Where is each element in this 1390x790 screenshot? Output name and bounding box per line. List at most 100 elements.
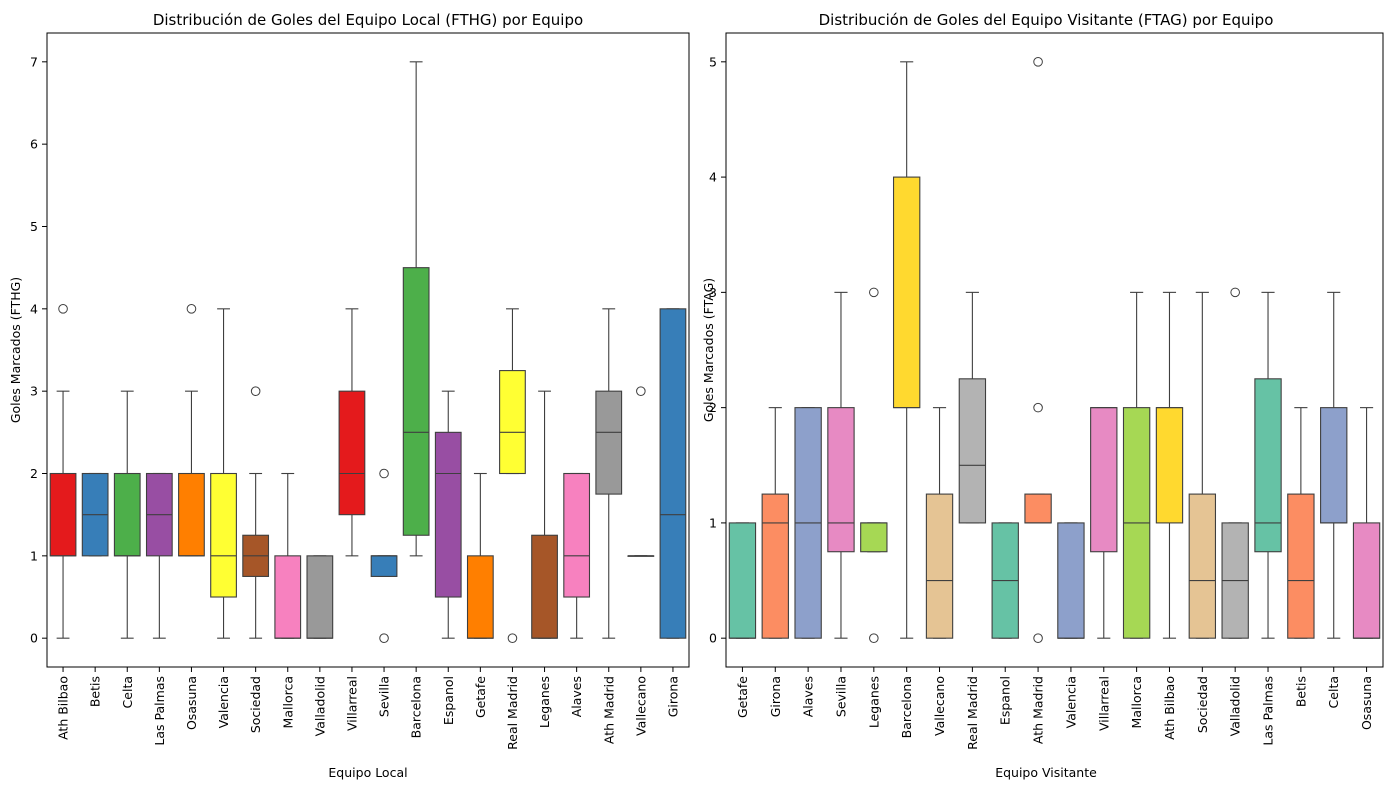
away-goals-plot-area: 0 1 2 3 4 5 Getafe Girona Alaves Sevilla Leganes Ba… [709, 32, 1384, 750]
home-box-18 [595, 308, 623, 639]
iqr-box [210, 472, 237, 598]
away-y-tick-label: 3 [709, 285, 717, 300]
home-x-tick-label: Alaves [569, 676, 584, 717]
away-box-4 [827, 291, 855, 639]
outlier-point [379, 468, 389, 479]
iqr-box [1254, 378, 1282, 553]
away-x-tick-label: Mallorca [1129, 676, 1144, 728]
home-x-tick-label: Vallecano [633, 676, 648, 736]
home-y-tick-label: 3 [30, 384, 38, 399]
away-x-tick-label: Leganes [866, 676, 881, 728]
away-box-7 [925, 407, 954, 639]
home-box-13 [434, 390, 462, 639]
home-x-tick-label: Real Madrid [505, 676, 520, 750]
away-box-11 [1057, 522, 1085, 639]
home-box-15 [499, 308, 526, 643]
home-x-tick-label: Ath Bilbao [56, 676, 71, 740]
away-x-tick-label: Villarreal [1096, 676, 1111, 731]
iqr-box [1090, 407, 1118, 553]
home-x-tick-label: Villarreal [344, 676, 359, 731]
iqr-box [595, 390, 623, 495]
home-box-10 [338, 308, 366, 557]
home-x-tick-label: Sociedad [248, 676, 263, 733]
iqr-box [370, 555, 398, 577]
iqr-box [1352, 522, 1381, 639]
home-x-tick-label: Valladolid [312, 676, 327, 736]
away-axes-frame [725, 32, 1384, 668]
away-box-9 [991, 522, 1019, 639]
outlier-point [379, 633, 389, 643]
away-box-2 [761, 407, 789, 639]
home-box-14 [466, 472, 494, 639]
home-x-tick-label: Las Palmas [152, 676, 167, 746]
home-y-tick-label: 0 [30, 631, 38, 646]
home-box-7 [242, 386, 270, 639]
home-box-20 [659, 308, 687, 639]
home-y-tick-label: 4 [30, 301, 38, 316]
away-x-tick-label: Betis [1293, 676, 1308, 707]
away-goals-chart-title: Distribución de Goles del Equipo Visitan… [819, 11, 1274, 29]
home-y-tick-label: 6 [30, 137, 38, 152]
iqr-box [531, 534, 558, 639]
away-y-tick-label: 2 [709, 400, 717, 415]
iqr-box [925, 493, 954, 639]
home-goals-chart-title: Distribución de Goles del Equipo Local (… [153, 11, 583, 29]
home-y-tick-label: 1 [30, 548, 38, 563]
away-x-tick-label: Ath Bilbao [1162, 676, 1177, 740]
outlier-point [186, 304, 197, 314]
away-goals-y-axis-label: Goles Marcados (FTAG) [701, 278, 716, 422]
home-goals-plot-area: 0 1 2 3 4 5 6 7 Ath Bilbao Betis Celta Las Palmas Os… [30, 32, 690, 750]
away-box-15 [1188, 291, 1217, 639]
away-box-1 [728, 522, 757, 639]
iqr-box [728, 522, 757, 639]
away-box-18 [1287, 407, 1315, 639]
iqr-box [49, 472, 77, 557]
iqr-box [563, 472, 591, 598]
home-box-11 [370, 468, 398, 643]
iqr-box [466, 555, 494, 639]
home-x-tick-label: Betis [88, 676, 103, 707]
home-y-tick-label: 5 [30, 219, 38, 234]
home-x-tick-label: Espanol [441, 676, 456, 725]
home-box-12 [402, 61, 430, 557]
iqr-box [827, 407, 855, 553]
iqr-box [892, 176, 921, 409]
away-box-12 [1090, 407, 1118, 639]
away-box-20 [1352, 407, 1381, 639]
home-x-tick-label: Osasuna [184, 676, 199, 730]
away-x-tick-label: Osasuna [1359, 676, 1374, 730]
home-goals-boxplot-panel: Distribución de Goles del Equipo Local (… [8, 11, 690, 780]
away-x-tick-label: Sevilla [833, 676, 848, 717]
away-box-5 [860, 287, 888, 643]
home-x-tick-label: Mallorca [280, 676, 295, 728]
home-x-tick-label: Ath Madrid [601, 676, 616, 744]
away-x-tick-label: Barcelona [899, 676, 914, 738]
away-goals-x-axis-label: Equipo Visitante [995, 765, 1097, 780]
away-x-tick-label: Ath Madrid [1031, 676, 1046, 744]
iqr-box [178, 472, 205, 557]
outlier-point [636, 386, 646, 396]
away-box-3 [794, 407, 822, 639]
away-y-tick-label: 1 [709, 515, 717, 530]
away-box-6 [892, 61, 921, 639]
iqr-box [1024, 493, 1052, 524]
away-box-19 [1320, 291, 1348, 639]
iqr-box [860, 522, 888, 553]
away-x-tick-label: Real Madrid [965, 676, 980, 750]
away-y-tick-label: 0 [709, 631, 717, 646]
iqr-box [659, 308, 687, 639]
outlier-point [507, 633, 518, 643]
home-y-tick-label: 2 [30, 466, 38, 481]
away-x-tick-label: Espanol [998, 676, 1013, 725]
home-x-tick-label: Barcelona [409, 676, 424, 738]
home-goals-x-axis-label: Equipo Local [328, 765, 407, 780]
iqr-box [338, 390, 366, 516]
away-y-tick-label: 5 [709, 54, 717, 69]
away-box-17 [1254, 291, 1282, 639]
away-box-8 [958, 291, 987, 524]
home-box-1 [49, 304, 77, 639]
home-box-3 [113, 390, 141, 639]
home-y-tick-label: 7 [30, 54, 38, 69]
home-x-tick-label: Girona [665, 676, 680, 717]
